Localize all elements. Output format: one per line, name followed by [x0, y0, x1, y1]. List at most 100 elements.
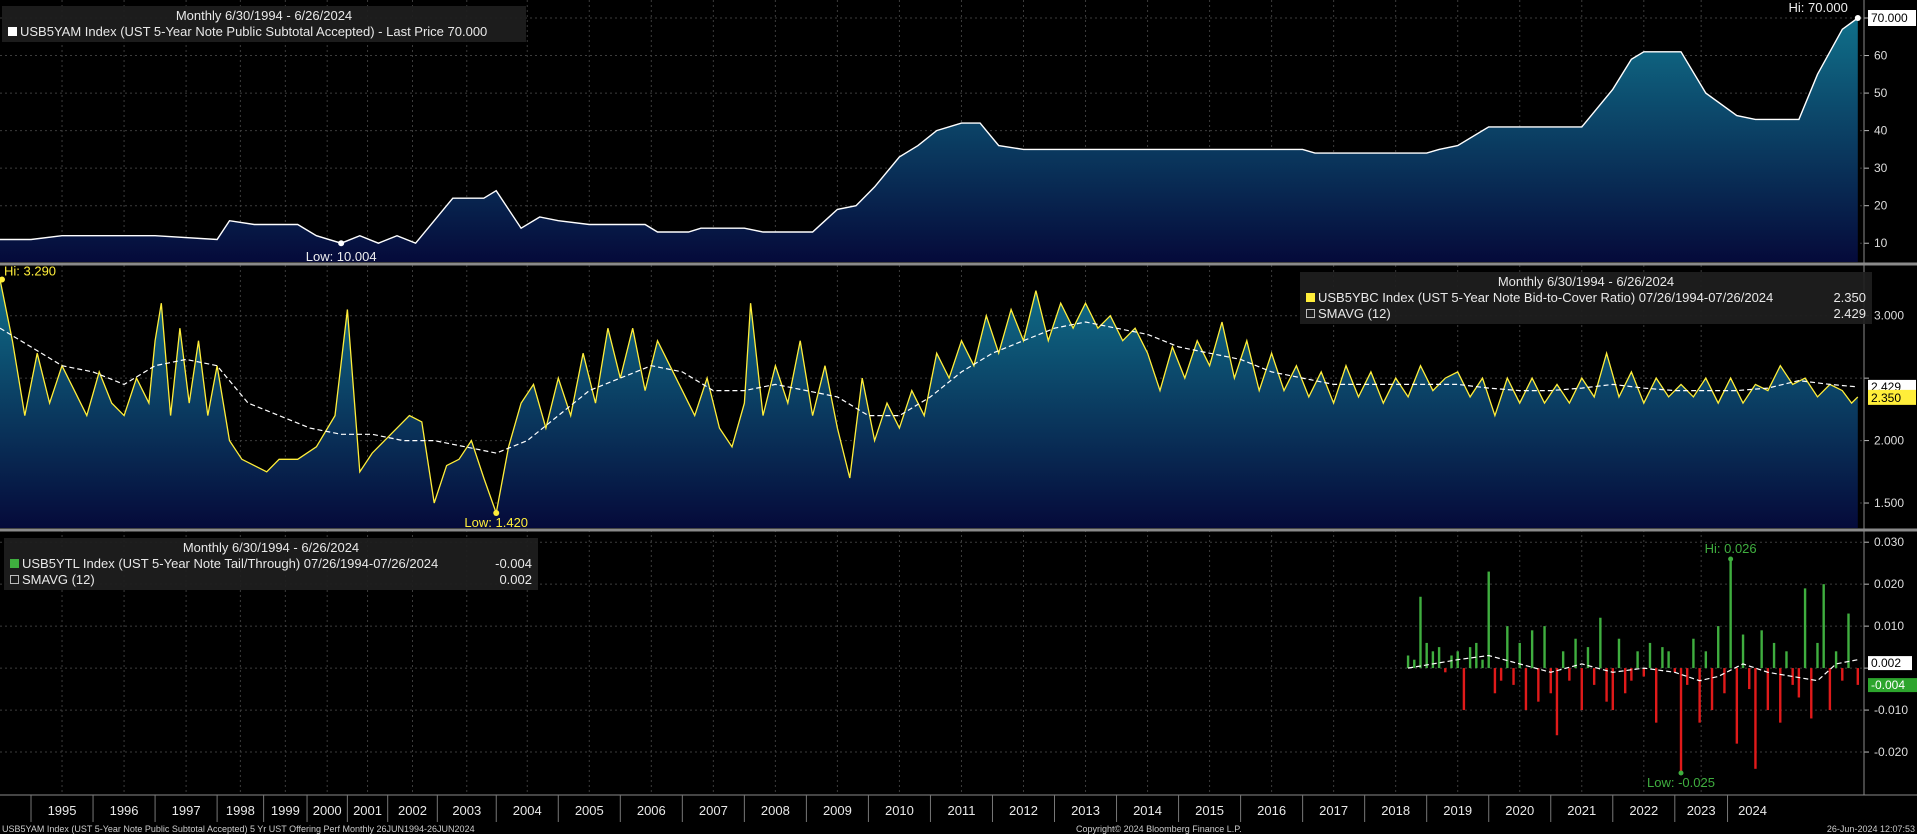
- y-tick-label: 1.500: [1874, 496, 1904, 510]
- footer-timestamp: 26-Jun-2024 12:07:53: [1826, 824, 1915, 834]
- panel3-bar: [1555, 668, 1559, 736]
- panel2-sma-label: SMAVG (12): [1318, 306, 1391, 321]
- panel3-bar: [1686, 668, 1689, 685]
- x-tick-label: 1998: [226, 803, 255, 818]
- footer-copyright: Copyright© 2024 Bloomberg Finance L.P.: [1076, 824, 1242, 834]
- panel2-sma-swatch: [1306, 309, 1315, 318]
- x-tick-label: 2010: [885, 803, 914, 818]
- x-tick-label: 2018: [1381, 803, 1410, 818]
- y-tick-label: 0.020: [1874, 577, 1904, 591]
- x-tick-label: 2024: [1738, 803, 1767, 818]
- panel1-hi-marker: [1854, 15, 1861, 21]
- panel3-last-value-box: [1868, 678, 1917, 693]
- panel3-bar: [1679, 668, 1683, 774]
- panel3-hi-label: Hi: 0.026: [1705, 541, 1757, 556]
- x-tick-label: 2006: [637, 803, 666, 818]
- panel3-bar: [1841, 668, 1844, 681]
- panel3-series-swatch: [10, 559, 19, 568]
- panel1-last-value-box: [1868, 10, 1916, 26]
- panel3-bar: [1822, 584, 1825, 669]
- panel3-bar: [1717, 626, 1720, 669]
- y-tick-label: 40: [1874, 124, 1888, 138]
- panel3-bar: [1512, 668, 1515, 685]
- x-tick-label: 2023: [1687, 803, 1716, 818]
- y-tick-label: 2.000: [1874, 434, 1904, 448]
- panel2-series-swatch: [1306, 293, 1315, 302]
- panel3-series-label: USB5YTL Index (UST 5-Year Note Tail/Thro…: [22, 556, 439, 571]
- x-tick-label: 2014: [1133, 803, 1162, 818]
- panel3-bar: [1785, 651, 1788, 669]
- panel3-bar: [1543, 626, 1546, 669]
- panel3-bar: [1673, 668, 1677, 673]
- y-tick-label: 30: [1874, 161, 1888, 175]
- panel2-series-label: USB5YBC Index (UST 5-Year Note Bid-to-Co…: [1318, 290, 1774, 305]
- panel3-bar: [1487, 571, 1490, 669]
- panel3-bar: [1481, 659, 1484, 669]
- panel3-bar: [1735, 668, 1739, 744]
- panel3-last-value-label: -0.004: [1871, 678, 1905, 692]
- x-tick-label: 2001: [353, 803, 382, 818]
- panel3-bar: [1692, 638, 1695, 669]
- y-tick-label: 50: [1874, 86, 1888, 100]
- x-tick-label: 2003: [452, 803, 481, 818]
- panel1-last-value-label: 70.000: [1871, 11, 1908, 25]
- footer-left: USB5YAM Index (UST 5-Year Note Public Su…: [2, 824, 475, 834]
- x-tick-label: 2009: [823, 803, 852, 818]
- x-tick-label: 2020: [1505, 803, 1534, 818]
- panel3-bar: [1698, 668, 1701, 723]
- panel3-bar: [1599, 617, 1602, 669]
- panel3-bar: [1667, 651, 1670, 669]
- panel2-sma-value: 2.429: [1833, 306, 1866, 321]
- x-tick-label: 2022: [1629, 803, 1658, 818]
- x-tick-label: 2013: [1071, 803, 1100, 818]
- x-tick-label: 1997: [172, 803, 201, 818]
- panel3-bar: [1611, 668, 1614, 711]
- panel3-bar: [1642, 668, 1645, 677]
- panel3-bar: [1493, 668, 1497, 694]
- panel3-bar: [1797, 668, 1801, 698]
- panel3-bar: [1760, 630, 1763, 669]
- y-tick-label: -0.010: [1874, 703, 1908, 717]
- panel1-series-line: [0, 17, 1859, 245]
- panel2-low-marker: [493, 510, 500, 517]
- y-tick-label: -0.020: [1874, 745, 1908, 759]
- panel3-bar: [1419, 596, 1422, 669]
- panel3-bar: [1586, 647, 1590, 669]
- x-tick-label: 2019: [1443, 803, 1472, 818]
- panel3-bar: [1828, 668, 1832, 711]
- y-tick-label: 20: [1874, 199, 1888, 213]
- panel3-bar: [1506, 626, 1509, 669]
- panel3-bar: [1748, 668, 1751, 690]
- panel3-sma-line: [1407, 654, 1858, 682]
- panel3-hi-marker: [1728, 556, 1734, 562]
- x-tick-label: 2008: [761, 803, 790, 818]
- panel1-series-swatch: [8, 27, 17, 36]
- panel3-bar: [1741, 634, 1745, 669]
- panel3-bar: [1710, 668, 1714, 711]
- panel3-sma-label: SMAVG (12): [22, 572, 95, 587]
- panel2-hi-marker: [0, 276, 5, 283]
- panel3-bar: [1856, 668, 1859, 685]
- panel3-bar: [1413, 659, 1416, 669]
- panel3-bar: [1772, 642, 1776, 669]
- panel3-bar: [1437, 647, 1441, 669]
- panel1-low-label: Low: 10.004: [306, 249, 377, 264]
- y-tick-label: 3.000: [1874, 309, 1904, 323]
- panel3-bar: [1537, 668, 1540, 702]
- panel3-bar: [1636, 651, 1639, 669]
- panel3-bar: [1468, 647, 1472, 669]
- panel3-bar: [1561, 651, 1565, 669]
- panel3-series-value: -0.004: [495, 556, 532, 571]
- panel2-area-fill: [0, 279, 1858, 528]
- panel3-bar: [1568, 668, 1571, 681]
- panel2-series-line: [0, 279, 1859, 516]
- x-tick-label: 2000: [313, 803, 342, 818]
- panel3-sma-value: 0.002: [499, 572, 532, 587]
- panel1-series-label: USB5YAM Index (UST 5-Year Note Public Su…: [20, 24, 488, 39]
- panel3-bar: [1729, 558, 1732, 669]
- panel2-legend: Monthly 6/30/1994 - 6/26/2024 USB5YBC In…: [1300, 272, 1872, 324]
- panel3-legend-header: Monthly 6/30/1994 - 6/26/2024: [182, 540, 360, 555]
- panel3-bar: [1499, 668, 1503, 681]
- panel3-bar: [1425, 642, 1428, 669]
